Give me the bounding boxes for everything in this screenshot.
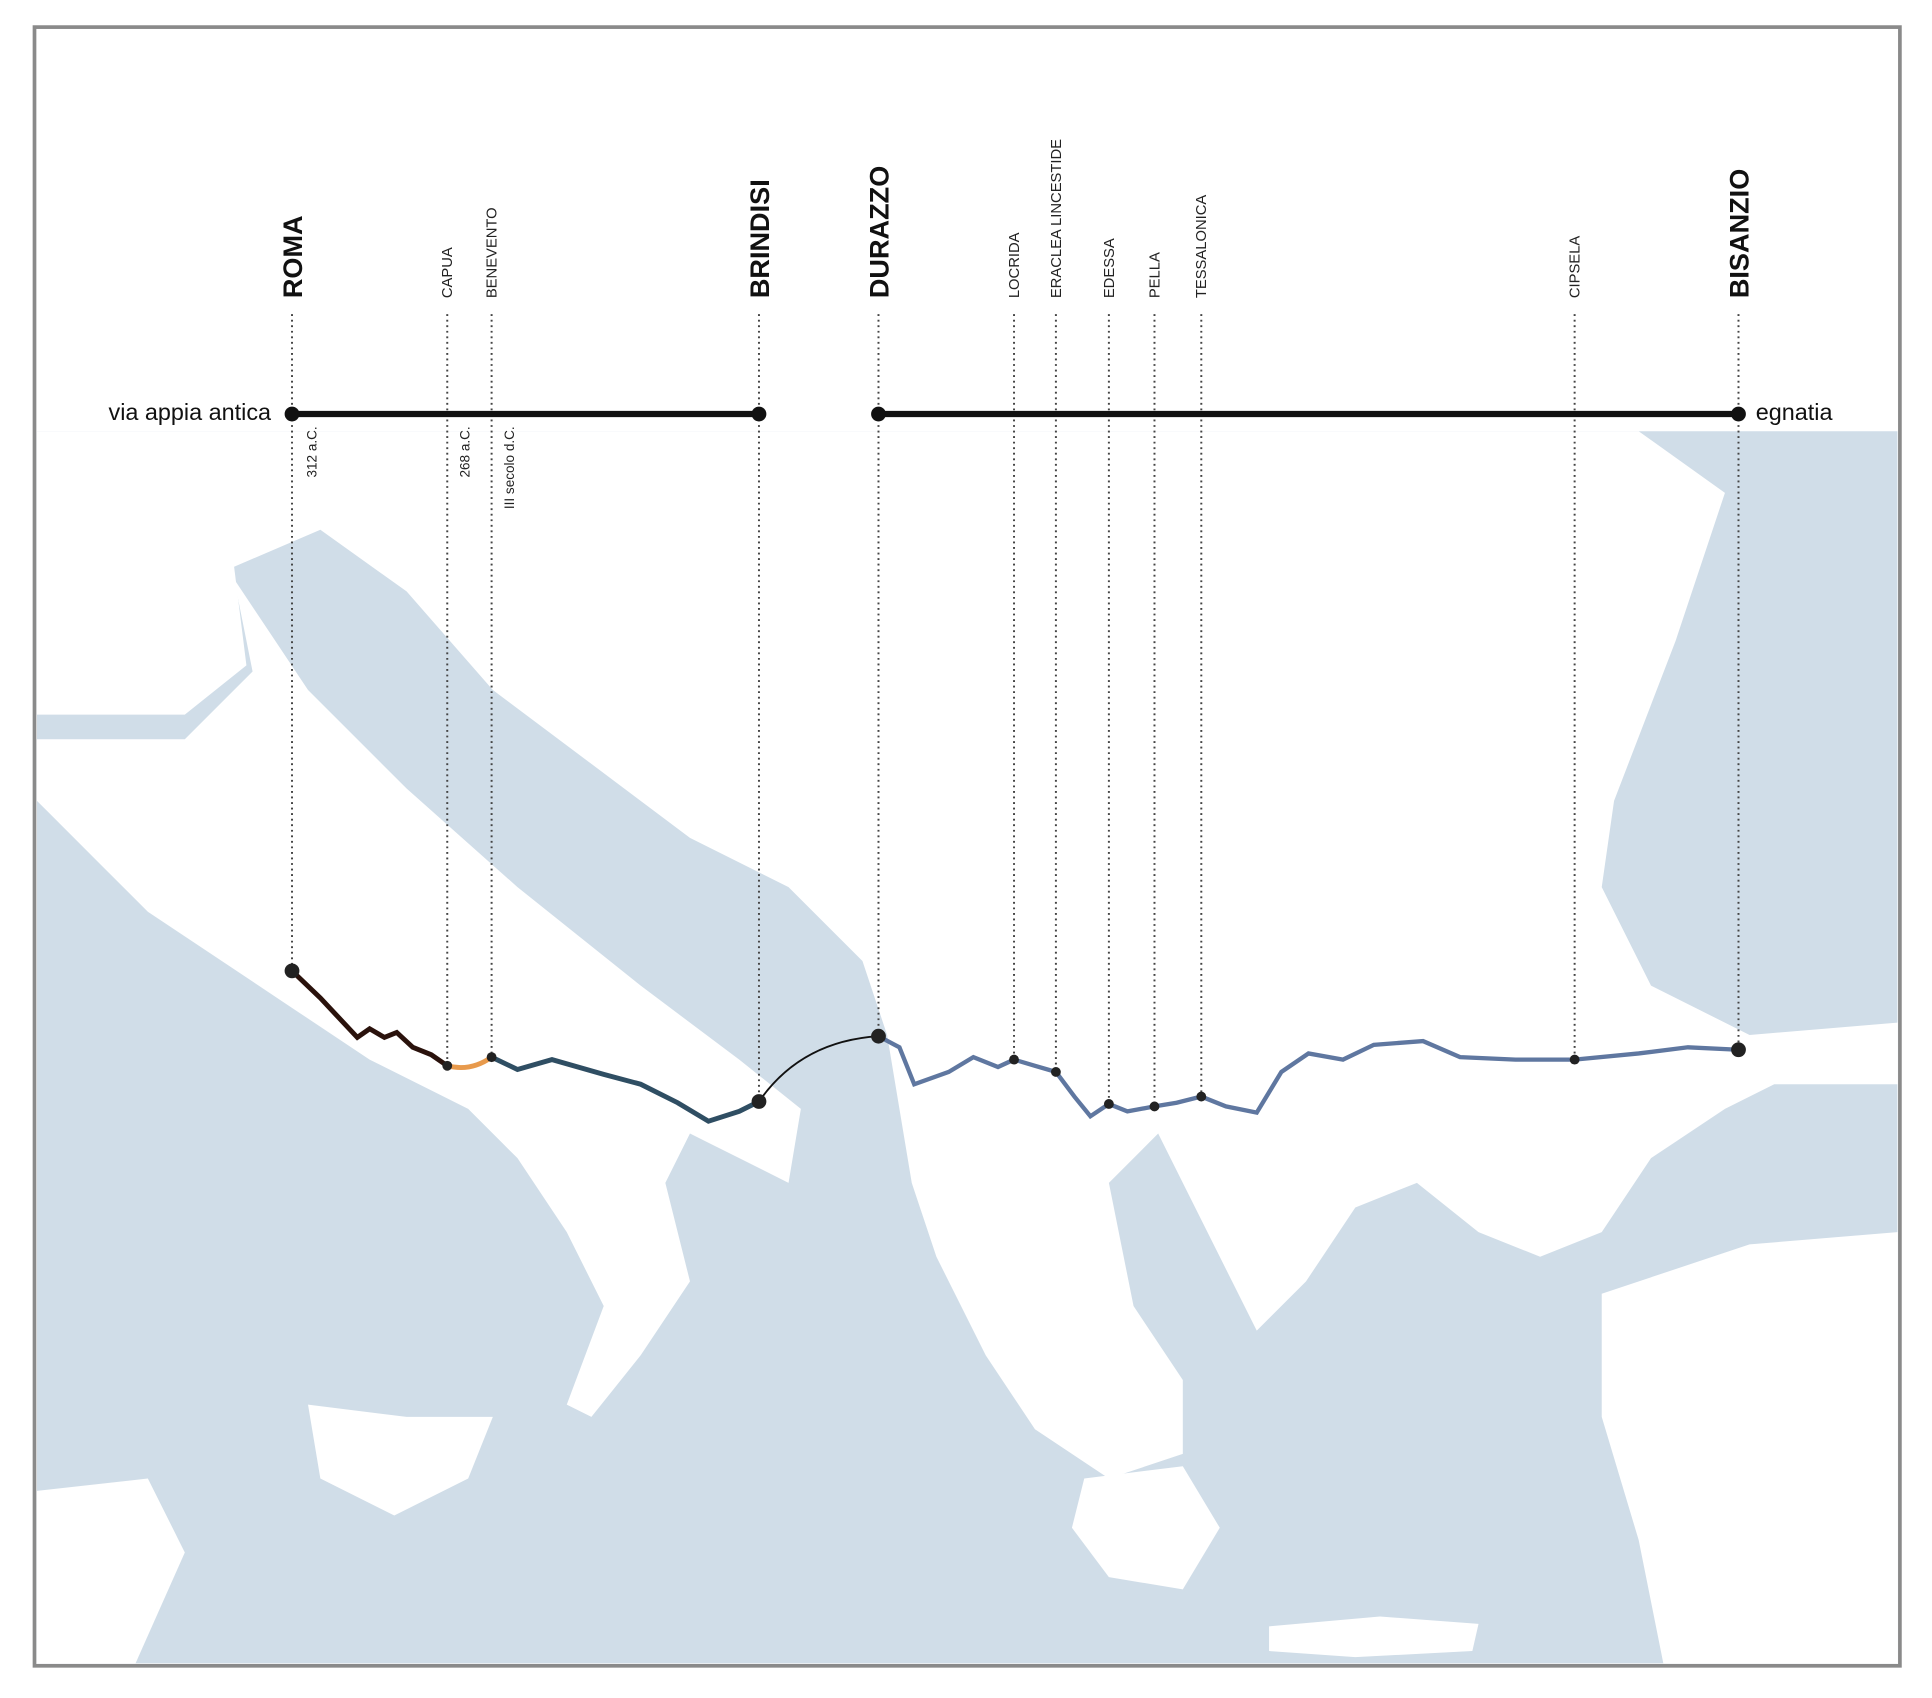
bar-dot bbox=[284, 406, 300, 422]
map-content: via appia antica egnatia ROMA CAPUA BENEVE… bbox=[32, 25, 1902, 1668]
date-label: 312 a.C. bbox=[305, 426, 320, 477]
geography bbox=[36, 431, 1898, 1664]
land-crete bbox=[1269, 1616, 1479, 1658]
city-dot bbox=[1731, 1042, 1746, 1058]
city-label: BRINDISI bbox=[744, 179, 775, 298]
route-segment bbox=[877, 1034, 1739, 1120]
city-label: LOCRIDA bbox=[1007, 232, 1023, 298]
city-dot bbox=[1569, 1054, 1580, 1065]
bar-dot bbox=[871, 406, 886, 422]
bar-dot bbox=[751, 406, 767, 422]
city-label: CIPSELA bbox=[1568, 236, 1584, 299]
city-label: BISANZIO bbox=[1723, 169, 1754, 298]
city-label: TESSALONICA bbox=[1194, 195, 1210, 299]
city-dot bbox=[442, 1060, 453, 1071]
city-dot bbox=[284, 963, 300, 979]
city-label: EDESSA bbox=[1102, 238, 1118, 298]
land-sicily bbox=[308, 1404, 493, 1516]
sea-crossing bbox=[758, 1035, 879, 1103]
land-italy bbox=[36, 579, 801, 1417]
city-dot bbox=[1009, 1054, 1019, 1065]
city-dot bbox=[1050, 1066, 1061, 1077]
route-segment bbox=[290, 969, 449, 1068]
city-label: PELLA bbox=[1147, 252, 1163, 298]
city-label: ERACLEA LINCESTIDE bbox=[1049, 139, 1065, 298]
route-segment bbox=[490, 1054, 761, 1124]
land-peloponnese bbox=[1071, 1466, 1220, 1590]
land-anatolia bbox=[1601, 1232, 1898, 1664]
date-label: 268 a.C. bbox=[457, 426, 472, 477]
city-dot bbox=[1103, 1099, 1114, 1109]
city-dot bbox=[1149, 1101, 1160, 1112]
city-label: BENEVENTO bbox=[485, 207, 501, 298]
road-name: egnatia bbox=[1756, 399, 1834, 425]
date-label: III secolo d.C. bbox=[502, 426, 517, 509]
city-dot bbox=[486, 1052, 497, 1063]
labels: ROMA CAPUA BENEVENTO BRINDISI DURAZZO LOCRIDA… bbox=[277, 139, 1754, 1112]
city-dot bbox=[751, 1094, 767, 1109]
city-dot bbox=[1196, 1091, 1207, 1102]
road-name: via appia antica bbox=[109, 399, 273, 425]
city-label: CAPUA bbox=[440, 247, 456, 298]
city-label: ROMA bbox=[277, 215, 308, 298]
bar-dot bbox=[1731, 406, 1746, 422]
city-label: DURAZZO bbox=[863, 166, 894, 298]
city-dot bbox=[871, 1028, 886, 1044]
guides bbox=[291, 314, 1740, 1107]
land-africa bbox=[36, 1478, 185, 1664]
land-balkans bbox=[36, 431, 1898, 1479]
